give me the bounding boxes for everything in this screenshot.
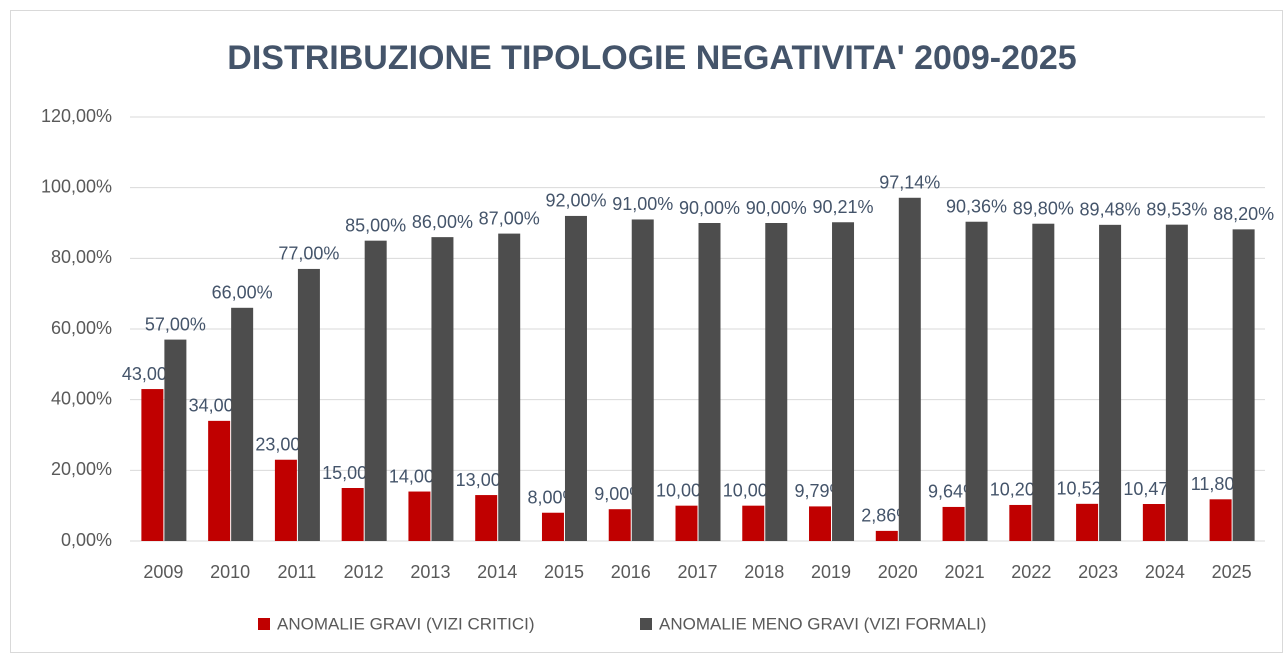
bar [164, 339, 187, 541]
y-tick-label: 100,00% [41, 176, 112, 196]
data-label: 66,00% [212, 283, 273, 303]
bar [1209, 499, 1232, 541]
bar [274, 459, 297, 541]
bar [875, 530, 898, 541]
x-tick-label: 2012 [344, 562, 384, 582]
data-label: 88,20% [1213, 204, 1274, 224]
x-tick-label: 2015 [544, 562, 584, 582]
x-tick-label: 2025 [1212, 562, 1252, 582]
x-tick-label: 2014 [477, 562, 517, 582]
bar [231, 307, 254, 541]
bar [832, 222, 855, 541]
bar [942, 506, 965, 541]
x-tick-label: 2020 [878, 562, 918, 582]
bar [631, 219, 654, 541]
x-tick-label: 2010 [210, 562, 250, 582]
y-tick-label: 60,00% [51, 318, 112, 338]
x-tick-label: 2013 [410, 562, 450, 582]
bar [141, 389, 164, 541]
data-label: 92,00% [545, 191, 606, 211]
bar [408, 491, 431, 541]
data-label: 89,48% [1080, 200, 1141, 220]
data-label: 91,00% [612, 194, 673, 214]
bar [564, 215, 587, 541]
bar [1076, 503, 1099, 541]
bar [431, 237, 454, 541]
bar [1032, 223, 1055, 541]
bar [364, 240, 387, 541]
bar [675, 505, 698, 541]
data-label: 90,00% [679, 198, 740, 218]
x-tick-label: 2011 [278, 562, 317, 582]
x-tick-label: 2023 [1078, 562, 1118, 582]
y-tick-label: 120,00% [41, 106, 112, 126]
x-tick-label: 2009 [143, 562, 183, 582]
bar [297, 268, 320, 541]
bar [809, 506, 832, 541]
data-label: 97,14% [879, 173, 940, 193]
y-tick-label: 40,00% [51, 388, 112, 408]
bar [541, 512, 564, 541]
bar [475, 495, 498, 541]
data-label: 85,00% [345, 215, 406, 235]
legend-swatch [258, 618, 270, 630]
y-tick-label: 80,00% [51, 247, 112, 267]
x-tick-label: 2022 [1011, 562, 1051, 582]
bar [608, 509, 631, 541]
data-label: 90,21% [812, 197, 873, 217]
legend-label: ANOMALIE GRAVI (VIZI CRITICI) [277, 614, 535, 633]
legend-swatch [640, 618, 652, 630]
bar [765, 223, 788, 541]
bar [341, 488, 364, 541]
bar [898, 197, 921, 541]
data-label: 89,80% [1013, 198, 1074, 218]
data-label: 57,00% [145, 314, 206, 334]
data-label: 90,36% [946, 196, 1007, 216]
x-tick-label: 2017 [677, 562, 717, 582]
data-label: 89,53% [1146, 199, 1207, 219]
bar [965, 221, 988, 541]
data-label: 86,00% [412, 212, 473, 232]
bar [698, 223, 721, 541]
bar [1142, 504, 1165, 541]
bar [742, 505, 765, 541]
bar [208, 420, 231, 541]
bar [1165, 224, 1188, 542]
bar [1099, 224, 1122, 541]
bar [1232, 229, 1255, 542]
y-tick-label: 20,00% [51, 459, 112, 479]
x-tick-label: 2024 [1145, 562, 1185, 582]
y-tick-label: 0,00% [61, 530, 112, 550]
bar [498, 233, 521, 541]
chart-title: DISTRIBUZIONE TIPOLOGIE NEGATIVITA' 2009… [227, 39, 1076, 77]
legend-label: ANOMALIE MENO GRAVI (VIZI FORMALI) [659, 614, 986, 633]
data-label: 87,00% [479, 208, 540, 228]
x-tick-label: 2019 [811, 562, 851, 582]
x-tick-label: 2021 [945, 562, 985, 582]
data-label: 77,00% [278, 244, 339, 264]
x-tick-label: 2016 [611, 562, 651, 582]
data-label: 90,00% [746, 198, 807, 218]
x-tick-label: 2018 [744, 562, 784, 582]
bar [1009, 504, 1032, 541]
